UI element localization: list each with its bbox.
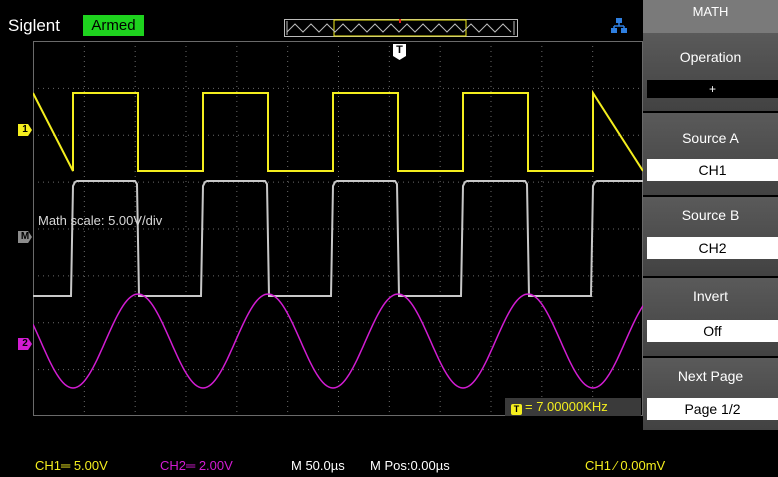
menu-item-source-a[interactable]: Source A CH1: [643, 113, 778, 195]
next-page-value: Page 1/2: [647, 398, 778, 420]
timebase[interactable]: M 50.0µs: [291, 458, 345, 473]
horizontal-position[interactable]: M Pos:0.00µs: [370, 458, 450, 473]
operation-value: +: [647, 80, 778, 98]
ch1-offset-marker[interactable]: 1: [18, 124, 32, 136]
source-a-label: Source A: [682, 130, 739, 146]
menu-item-source-b[interactable]: Source B CH2: [643, 197, 778, 276]
ch2-waveform: [33, 293, 643, 389]
ch1-waveform: [33, 89, 643, 172]
invert-label: Invert: [692, 288, 728, 304]
waveform-overview[interactable]: [284, 19, 518, 37]
waveform-display[interactable]: [33, 41, 643, 416]
menu-title: MATH: [643, 0, 778, 33]
math-menu: MATH Operation ◀ + Source A CH1 Source B…: [643, 0, 778, 440]
source-a-value: CH1: [647, 159, 778, 181]
graticule: [33, 41, 643, 416]
menu-divider: [643, 195, 778, 197]
trigger-position-marker[interactable]: T: [393, 44, 406, 60]
top-bar: Siglent Armed: [0, 0, 640, 40]
math-waveform: [33, 180, 643, 297]
ch2-scale[interactable]: CH2═ 2.00V: [160, 458, 233, 473]
invert-value: Off: [647, 320, 778, 342]
menu-divider: [643, 111, 778, 113]
trigger-level[interactable]: CH1 ⁄ 0.00mV: [585, 458, 666, 473]
operation-label: Operation: [679, 49, 742, 65]
menu-item-invert[interactable]: Invert Off: [643, 278, 778, 356]
network-icon: [611, 18, 627, 33]
menu-divider: [643, 356, 778, 358]
ch2-offset-marker[interactable]: 2: [18, 338, 32, 350]
frequency-value: = 7.00000KHz: [525, 399, 608, 414]
status-badge: Armed: [83, 15, 144, 36]
ch1-scale[interactable]: CH1═ 5.00V: [35, 458, 108, 473]
frequency-counter: T = 7.00000KHz: [505, 398, 641, 416]
menu-footer: [643, 430, 778, 448]
brand-logo: Siglent: [8, 16, 60, 35]
math-scale-label: Math scale: 5.00V/div: [38, 213, 163, 228]
trigger-icon: T: [511, 404, 522, 415]
math-offset-marker[interactable]: M: [18, 231, 32, 243]
menu-item-operation[interactable]: Operation ◀ +: [643, 33, 778, 111]
menu-item-next-page[interactable]: Next Page Page 1/2: [643, 358, 778, 430]
status-bar: CH1═ 5.00V CH2═ 2.00V M 50.0µs M Pos:0.0…: [0, 448, 778, 477]
menu-divider: [643, 276, 778, 278]
next-page-label: Next Page: [677, 368, 744, 384]
source-b-value: CH2: [647, 237, 778, 259]
source-b-label: Source B: [681, 207, 740, 223]
